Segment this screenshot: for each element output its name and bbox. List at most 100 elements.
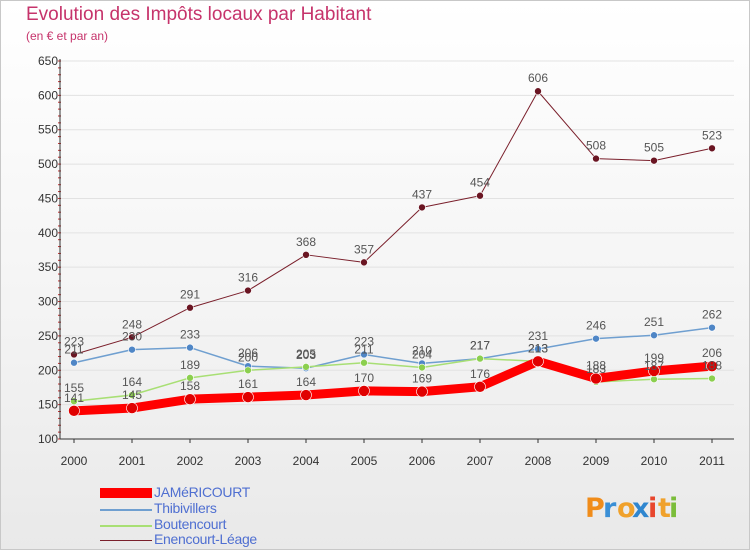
data-point-enencourt-leage (418, 203, 426, 212)
series-enencourt-leage (70, 87, 716, 359)
series-jamericourt (68, 355, 718, 417)
x-tick-label: 2010 (641, 454, 668, 468)
data-label-jamericourt: 199 (644, 351, 664, 365)
logo-letter: r (603, 493, 617, 524)
y-tick-label: 150 (38, 398, 58, 412)
data-label-jamericourt: 176 (470, 367, 490, 381)
y-tick-label: 300 (38, 295, 58, 309)
data-label-jamericourt: 170 (354, 371, 374, 385)
data-point-enencourt-leage (360, 258, 368, 267)
data-point-jamericourt (532, 355, 544, 368)
x-tick-label: 2002 (177, 454, 204, 468)
data-point-jamericourt (242, 391, 254, 403)
data-label-thibivillers: 230 (122, 330, 142, 344)
series-lines (68, 87, 718, 417)
data-label-enencourt-leage: 316 (238, 271, 258, 285)
legend-label-jamericourt: JAMéRICOURT (154, 484, 251, 500)
data-label-thibivillers: 251 (644, 315, 664, 329)
data-point-boutencourt (128, 391, 136, 399)
legend-swatch-enencourt-leage (100, 540, 152, 541)
data-point-enencourt-leage (650, 156, 658, 165)
data-point-thibivillers (650, 331, 658, 340)
data-point-jamericourt (590, 372, 602, 385)
series-line-thibivillers (73, 326, 713, 369)
data-point-enencourt-leage (534, 87, 542, 96)
data-label-jamericourt: 164 (296, 375, 316, 389)
data-point-enencourt-leage (476, 191, 484, 200)
series-line-enencourt-leage (73, 90, 713, 355)
data-label-enencourt-leage: 523 (702, 128, 722, 142)
data-point-thibivillers (128, 345, 136, 354)
legend-swatch-thibivillers (100, 509, 152, 511)
data-label-boutencourt: 189 (180, 358, 200, 372)
y-tick-label: 250 (38, 329, 58, 343)
data-label-boutencourt: 187 (644, 359, 664, 373)
x-tick-label: 2005 (351, 454, 378, 468)
legend-label-thibivillers: Thibivillers (154, 500, 217, 516)
x-tick-label: 2003 (235, 454, 262, 468)
data-label-thibivillers: 211 (64, 343, 83, 357)
logo-letter: x (632, 493, 649, 524)
data-label-jamericourt: 213 (528, 341, 548, 355)
logo-letter: t (658, 493, 671, 524)
gridlines (60, 60, 734, 440)
data-label-boutencourt: 200 (238, 350, 258, 364)
logo-letter: P (585, 493, 605, 524)
y-tick-label: 350 (38, 260, 58, 274)
data-point-thibivillers (708, 323, 716, 332)
x-tick-label: 2006 (409, 454, 436, 468)
data-point-boutencourt (476, 354, 484, 363)
legend-label-enencourt-leage: Enencourt-Léage (154, 531, 257, 547)
data-label-thibivillers: 217 (470, 339, 490, 353)
x-tick-label: 2009 (583, 454, 610, 468)
data-label-enencourt-leage: 437 (412, 187, 432, 201)
data-label-enencourt-leage: 368 (296, 235, 316, 249)
data-label-boutencourt: 183 (586, 362, 606, 376)
data-point-enencourt-leage (302, 251, 310, 259)
data-point-boutencourt (708, 374, 716, 383)
legend-swatch-jamericourt (100, 488, 152, 498)
data-point-enencourt-leage (592, 154, 600, 163)
data-point-boutencourt (418, 363, 426, 372)
data-point-thibivillers (70, 358, 78, 367)
data-label-thibivillers: 262 (702, 308, 722, 322)
proxiti-logo: Pr oxi ti (585, 493, 678, 524)
data-point-jamericourt (126, 402, 138, 414)
legend-item-thibivillers[interactable]: Thibivillers (100, 500, 420, 519)
data-point-jamericourt (706, 360, 718, 372)
data-point-jamericourt (416, 385, 428, 398)
logo-letter: o (617, 493, 636, 524)
data-point-boutencourt (244, 366, 252, 375)
data-point-enencourt-leage (186, 303, 194, 312)
data-label-jamericourt: 169 (412, 372, 432, 386)
data-label-thibivillers: 231 (528, 329, 548, 343)
x-tick-label: 2008 (525, 454, 552, 468)
data-point-enencourt-leage (70, 350, 78, 359)
chart-subtitle: (en € et par an) (26, 29, 109, 43)
data-point-jamericourt (648, 365, 660, 377)
y-tick-label: 500 (38, 157, 58, 171)
data-point-enencourt-leage (708, 144, 716, 153)
legend-item-boutencourt[interactable]: Boutencourt (100, 516, 420, 535)
data-label-jamericourt: 206 (702, 346, 722, 360)
data-label-boutencourt: 188 (702, 359, 722, 373)
data-point-jamericourt (358, 385, 370, 397)
data-point-boutencourt (70, 397, 78, 406)
y-tick-label: 650 (38, 54, 58, 68)
data-point-thibivillers (360, 350, 368, 359)
data-point-boutencourt (186, 374, 194, 382)
data-point-thibivillers (186, 343, 194, 352)
legend-swatch-boutencourt (100, 525, 152, 527)
data-label-boutencourt: 204 (412, 348, 432, 362)
legend-item-enencourt-leage[interactable]: Enencourt-Léage (100, 531, 420, 550)
y-tick-label: 550 (38, 123, 58, 137)
logo-letter: i (648, 493, 657, 524)
y-tick-label: 200 (38, 363, 58, 377)
x-tick-label: 2001 (119, 454, 146, 468)
chart-title: Evolution des Impôts locaux par Habitant (26, 4, 372, 25)
data-point-thibivillers (592, 334, 600, 343)
legend-item-jamericourt[interactable]: JAMéRICOURT (100, 484, 420, 503)
